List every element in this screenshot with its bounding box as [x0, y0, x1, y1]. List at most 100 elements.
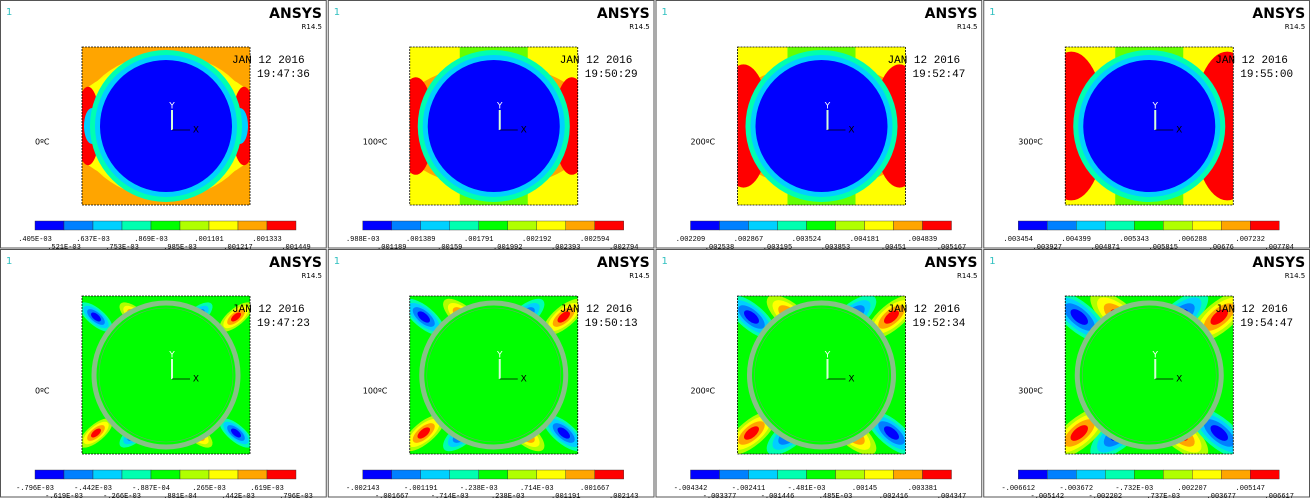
brand: ANSYS	[597, 255, 650, 271]
colorbar-label: .796E-03	[279, 493, 313, 498]
colorbar-cell	[719, 469, 749, 480]
colorbar-label: .003927	[1033, 244, 1062, 252]
contour-lobe	[744, 310, 759, 324]
colorbar-cell	[1192, 220, 1222, 231]
colorbar-cell	[1163, 220, 1193, 231]
colorbar-label: .004181	[850, 236, 879, 244]
contour-plot	[409, 296, 578, 454]
colorbar-label: .001101	[194, 236, 223, 244]
colorbar-cell	[864, 469, 894, 480]
contour-plot	[737, 47, 906, 205]
colorbar-label: -.238E-03	[460, 485, 498, 493]
colorbar-cell	[507, 469, 537, 480]
colorbar-cell	[777, 220, 807, 231]
axis-y-label: Y	[168, 351, 175, 361]
colorbar-cell	[507, 220, 537, 231]
colorbar-cell	[922, 220, 952, 231]
colorbar-label: .002416	[879, 493, 908, 498]
contour-lobe	[231, 312, 241, 322]
colorbar-cell	[1076, 220, 1106, 231]
contour-lobe	[91, 312, 101, 322]
window-number: 1	[6, 7, 12, 18]
colorbar-cell	[420, 220, 450, 231]
window-number: 1	[334, 7, 340, 18]
colorbar-cell	[1047, 220, 1077, 231]
plot-frame	[409, 295, 579, 455]
plot-frame	[81, 46, 251, 206]
colorbar-cell	[777, 469, 807, 480]
axis-y-label: Y	[496, 102, 503, 112]
core	[755, 60, 888, 192]
colorbar-label: .007704	[1265, 244, 1294, 252]
axis-y-label: Y	[1152, 351, 1159, 361]
date: JAN 12 2016	[888, 55, 961, 67]
colorbar-label: -.003377	[703, 493, 737, 498]
core	[1081, 307, 1217, 443]
brand: ANSYS	[269, 255, 322, 271]
colorbar-label: -.001667	[375, 493, 409, 498]
contour-lobe	[884, 310, 899, 324]
colorbar-cell	[34, 469, 65, 480]
colorbar-label: .003853	[821, 244, 850, 252]
colorbar-cell	[362, 220, 392, 231]
version: R14.5	[629, 272, 649, 280]
contour-plot	[409, 47, 578, 205]
core	[100, 60, 232, 192]
colorbar-cell	[1250, 469, 1280, 480]
colorbar-label: .002867	[734, 236, 763, 244]
axis-x-label: X	[521, 126, 527, 136]
temperature: 300ºC	[1018, 138, 1043, 147]
contour-lobe	[1210, 425, 1228, 441]
colorbar-cell	[478, 469, 508, 480]
colorbar-label: -.002202	[1088, 493, 1122, 498]
colorbar-label: .238E-03	[491, 493, 525, 498]
axis-x-label: X	[193, 375, 199, 385]
core	[426, 307, 562, 443]
date: JAN 12 2016	[560, 304, 633, 316]
axis-x-label: X	[521, 375, 527, 385]
temperature: 100ºC	[363, 387, 388, 396]
contour-lobe	[557, 311, 570, 323]
colorbar-cell	[1134, 220, 1164, 231]
colorbar-label: .001791	[464, 236, 493, 244]
temperature: 0ºC	[35, 138, 50, 147]
colorbar-label: .003381	[908, 485, 937, 493]
colorbar-cell	[34, 220, 65, 231]
colorbar-cell	[1163, 469, 1193, 480]
colorbar-label: .714E-03	[520, 485, 554, 493]
window-number: 1	[989, 256, 995, 267]
colorbar-label: .002594	[580, 236, 609, 244]
colorbar-label: .00451	[881, 244, 906, 252]
colorbar-label: .004347	[937, 493, 966, 498]
window-number: 1	[662, 256, 668, 267]
colorbar-cell	[1250, 220, 1280, 231]
version: R14.5	[629, 23, 649, 31]
contour-plot	[82, 296, 250, 454]
version: R14.5	[302, 23, 322, 31]
axis-y-label: Y	[1152, 102, 1159, 112]
date: JAN 12 2016	[232, 304, 305, 316]
colorbar-label: .006288	[1178, 236, 1207, 244]
time: 19:52:47	[913, 69, 966, 81]
contour-lobe	[1070, 309, 1088, 325]
colorbar-label: .002538	[705, 244, 734, 252]
temperature: 200ºC	[691, 138, 716, 147]
date: JAN 12 2016	[560, 55, 633, 67]
colorbar-cell	[92, 220, 123, 231]
contour-lobe	[417, 311, 430, 323]
colorbar-label: .002794	[609, 244, 638, 252]
window-number: 1	[989, 7, 995, 18]
colorbar-label: .002209	[676, 236, 705, 244]
colorbar-cell	[719, 220, 749, 231]
colorbar-cell	[806, 469, 836, 480]
colorbar-label: .004871	[1091, 244, 1120, 252]
colorbar-label: .007232	[1236, 236, 1265, 244]
colorbar-label: .442E-03	[221, 493, 255, 498]
colorbar-label: -.001446	[761, 493, 795, 498]
contour-lobe	[744, 426, 759, 440]
colorbar-cell	[208, 220, 239, 231]
colorbar-label: .002393	[551, 244, 580, 252]
axis-y-label: Y	[824, 351, 831, 361]
